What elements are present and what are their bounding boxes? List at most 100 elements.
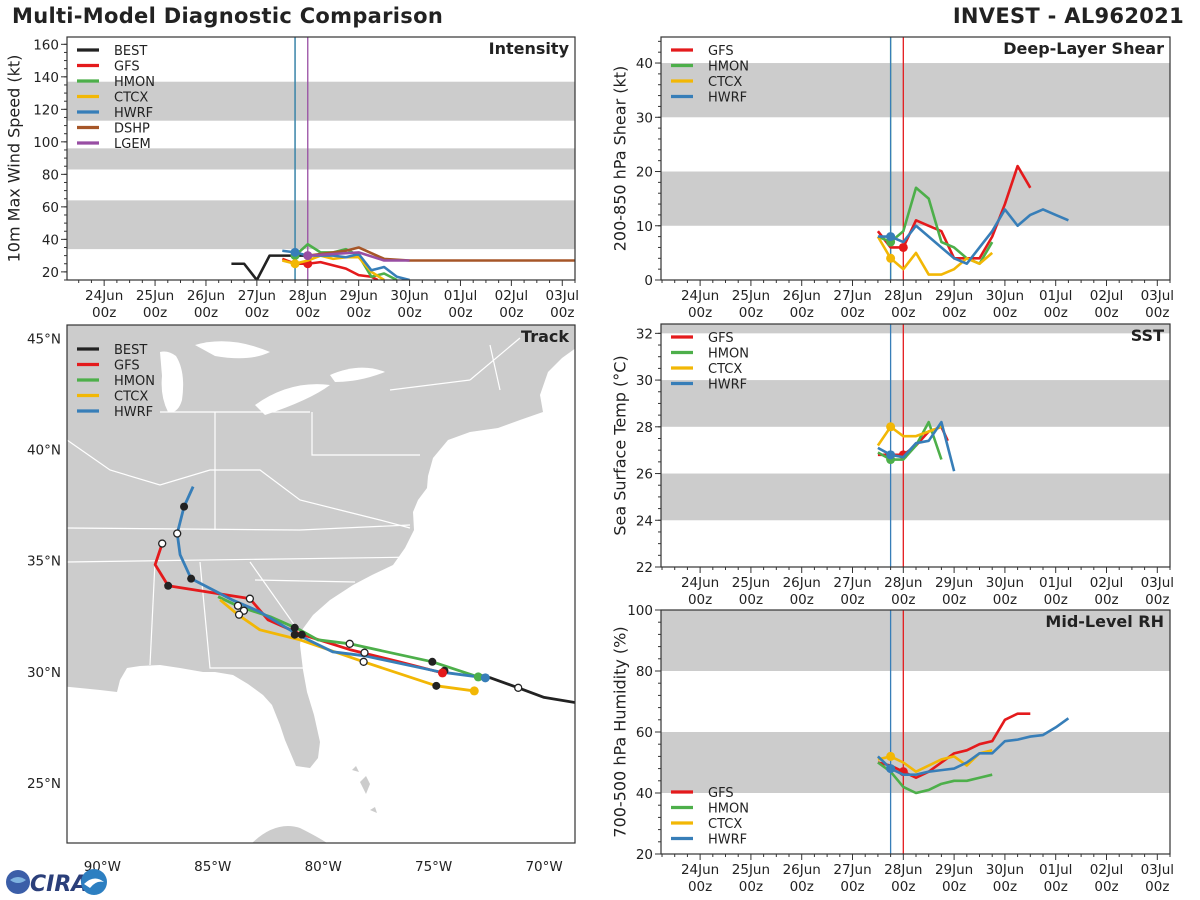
track-start-ctcx	[469, 686, 479, 696]
x-tick-label: 28Jun	[884, 288, 922, 304]
track-marker-12z	[233, 601, 243, 610]
y-tick-label: 140	[33, 70, 59, 86]
x-tick-label: 01Jul	[1039, 575, 1072, 591]
x-tick-hour: 00z	[942, 305, 966, 321]
x-tick-label: 01Jul	[444, 288, 477, 304]
track-marker-00z	[428, 657, 437, 666]
x-tick-hour: 00z	[942, 592, 966, 608]
x-tick-hour: 00z	[993, 305, 1017, 321]
x-tick-label: 03Jul	[1141, 862, 1174, 878]
threshold-band	[661, 473, 1170, 521]
legend-label: GFS	[708, 44, 734, 59]
x-tick-hour: 00z	[448, 305, 472, 321]
x-tick-label: 02Jul	[1090, 575, 1123, 591]
state-border	[254, 579, 356, 583]
lake-michigan	[160, 351, 184, 413]
init-marker-ctcx	[886, 751, 896, 761]
x-tick-hour: 00z	[790, 305, 814, 321]
x-tick-label: 25Jun	[732, 288, 770, 304]
y-tick-label: 100	[33, 135, 59, 151]
x-tick-hour: 00z	[1094, 305, 1118, 321]
x-tick-label: 26Jun	[783, 862, 821, 878]
x-tick-hour: 00z	[993, 592, 1017, 608]
series-line-hwrf	[877, 208, 1069, 266]
init-marker-gfs	[898, 242, 908, 252]
track-marker-12z	[234, 610, 244, 619]
track-start-hmon	[473, 672, 483, 682]
x-tick-label: 25Jun	[136, 288, 174, 304]
track-marker-00z	[290, 630, 299, 639]
x-tick-hour: 00z	[739, 592, 763, 608]
x-tick-hour: 00z	[1044, 305, 1068, 321]
y-tick-label: 0	[644, 273, 653, 289]
track-marker-12z	[359, 657, 368, 666]
track-marker-12z	[158, 539, 167, 548]
init-marker-hwrf	[886, 764, 896, 774]
x-tick-label: 29Jun	[935, 288, 973, 304]
y-tick-label: 30	[636, 373, 653, 389]
track-line-hwrf	[175, 486, 486, 680]
legend-label: GFS	[114, 60, 140, 75]
track-panel: 90°W 85°W 80°W 75°W 70°W25°N30°N35°N40°N45°N…	[27, 324, 576, 875]
y-tick-label: 28	[636, 420, 653, 436]
x-tick-hour: 00z	[1044, 879, 1068, 895]
x-tick-label: 26Jun	[783, 575, 821, 591]
track-marker-00z	[164, 581, 173, 590]
y-tick-label: 20	[636, 847, 653, 863]
storm-id: INVEST - AL962021	[952, 4, 1184, 28]
x-tick-hour: 00z	[790, 592, 814, 608]
legend-label: HMON	[114, 75, 155, 90]
y-tick-label: 30	[636, 110, 653, 126]
x-tick-hour: 00z	[739, 879, 763, 895]
state-border	[389, 379, 471, 391]
lake-huron	[195, 341, 270, 359]
x-tick-hour: 00z	[840, 879, 864, 895]
x-tick-hour: 00z	[1145, 879, 1169, 895]
legend-label: HMON	[114, 374, 155, 389]
y-tick-label: 120	[33, 102, 59, 118]
track-marker-12z	[345, 639, 354, 648]
x-tick-hour: 00z	[347, 305, 371, 321]
threshold-band	[661, 63, 1170, 118]
series-line-hmon	[294, 242, 398, 280]
x-tick-label: 28Jun	[289, 288, 327, 304]
legend-label: HWRF	[708, 378, 747, 393]
bahamas	[352, 766, 377, 813]
x-tick-label: 29Jun	[935, 862, 973, 878]
x-tick-label: 27Jun	[238, 288, 276, 304]
x-tick-label: 30Jun	[390, 288, 428, 304]
threshold-band	[661, 171, 1170, 226]
init-marker-lgem	[303, 251, 313, 261]
x-tick-hour: 00z	[1145, 305, 1169, 321]
track-start-gfs	[437, 668, 447, 678]
legend-label: GFS	[708, 331, 734, 346]
track-line-best	[479, 673, 575, 704]
track-marker-12z	[360, 648, 369, 657]
init-marker-ctcx	[886, 253, 896, 263]
x-tick-hour: 00z	[245, 305, 269, 321]
x-tick-hour: 00z	[92, 305, 116, 321]
legend-label: CTCX	[708, 75, 742, 90]
lon-tick-label: 75°W	[415, 859, 452, 875]
track-start-hwrf	[480, 673, 490, 683]
threshold-band	[661, 732, 1170, 793]
legend-label: HWRF	[114, 405, 153, 420]
shear-panel: 24Jun00z25Jun00z26Jun00z27Jun00z28Jun00z…	[611, 36, 1174, 321]
series-line-lgem	[307, 251, 410, 262]
threshold-band	[661, 380, 1170, 427]
x-tick-hour: 00z	[688, 592, 712, 608]
y-tick-label: 26	[636, 467, 653, 483]
y-tick-label: 80	[636, 664, 653, 680]
state-border	[311, 412, 420, 456]
x-tick-label: 24Jun	[681, 288, 719, 304]
cira-logo: CIRA	[6, 869, 107, 897]
x-tick-hour: 00z	[891, 592, 915, 608]
x-tick-hour: 00z	[1094, 592, 1118, 608]
x-tick-hour: 00z	[143, 305, 167, 321]
lon-tick-label: 70°W	[525, 859, 562, 875]
y-tick-label: 160	[33, 37, 59, 53]
x-tick-label: 03Jul	[546, 288, 579, 304]
legend-label: CTCX	[708, 817, 742, 832]
